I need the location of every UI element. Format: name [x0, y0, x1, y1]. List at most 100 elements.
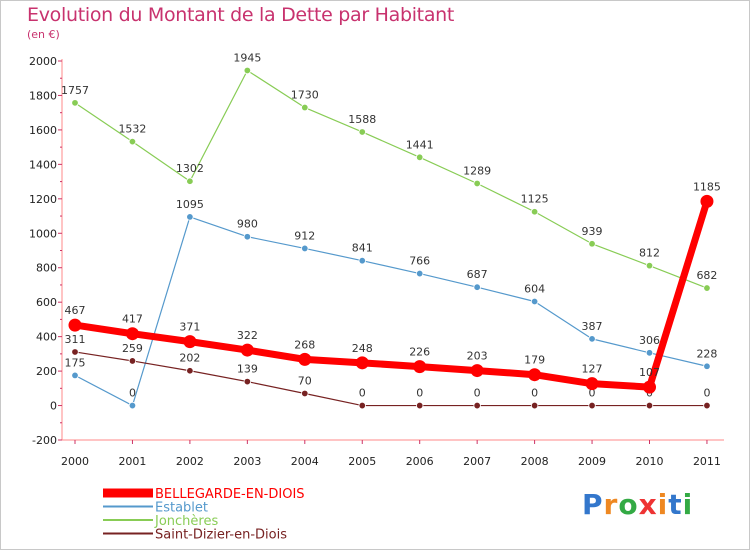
- logo-letter: t: [668, 488, 683, 521]
- data-label: 311: [65, 333, 86, 346]
- x-tick-label: 2005: [348, 455, 376, 468]
- data-label: 682: [696, 269, 717, 282]
- data-label: 766: [409, 255, 430, 268]
- series-point: [68, 318, 82, 332]
- data-label: 1302: [176, 162, 204, 175]
- data-label: 0: [474, 387, 481, 400]
- y-tick-label: 600: [36, 296, 57, 309]
- series-point: [186, 213, 194, 221]
- series-point: [643, 380, 656, 394]
- x-tick-label: 2001: [118, 455, 146, 468]
- y-tick-label: 1800: [29, 89, 57, 102]
- data-label: 175: [65, 356, 86, 369]
- legend-label: Jonchères: [154, 514, 218, 529]
- series-point: [358, 256, 366, 265]
- data-label: 202: [179, 352, 200, 365]
- y-tick-label: -200: [32, 434, 57, 447]
- series-point: [240, 343, 254, 357]
- proxiti-logo: Proxiti: [582, 488, 693, 521]
- legend-label: Establet: [155, 501, 208, 516]
- series-point: [530, 297, 539, 306]
- data-label: 306: [639, 334, 660, 347]
- series-point: [128, 357, 137, 365]
- data-label: 1125: [521, 193, 549, 206]
- legend-label: Saint-Dizier-en-Diois: [155, 528, 287, 543]
- series-point: [528, 368, 542, 382]
- series-point: [588, 401, 596, 410]
- series-line: [74, 69, 708, 289]
- series-point: [470, 364, 484, 378]
- series-point: [183, 335, 197, 349]
- data-label: 1532: [118, 123, 146, 136]
- series-point: [645, 349, 654, 357]
- data-label: 248: [352, 342, 373, 355]
- data-label: 939: [582, 225, 603, 238]
- data-label: 259: [122, 342, 143, 355]
- series-point: [703, 284, 711, 292]
- series-line: [74, 351, 708, 407]
- logo-letter: o: [618, 488, 639, 521]
- y-tick-label: 2000: [29, 55, 57, 68]
- series-point: [128, 401, 137, 410]
- data-label: 1757: [61, 84, 89, 97]
- x-tick-label: 2000: [61, 455, 89, 468]
- x-tick-label: 2007: [463, 455, 491, 468]
- data-label: 1289: [463, 164, 491, 177]
- series-point: [588, 335, 596, 343]
- logo-letter: x: [638, 488, 658, 521]
- data-label: 687: [467, 268, 488, 281]
- data-label: 1588: [348, 113, 376, 126]
- data-label: 0: [359, 387, 366, 400]
- data-label: 387: [582, 320, 603, 333]
- logo-letter: r: [603, 488, 619, 521]
- chart-subtitle: (en €): [27, 28, 60, 41]
- data-label: 107: [639, 366, 660, 379]
- data-label: 1945: [233, 51, 261, 64]
- series-point: [473, 283, 481, 291]
- x-tick-label: 2004: [291, 455, 319, 468]
- data-label: 1095: [176, 198, 204, 211]
- y-tick-label: 0: [50, 400, 57, 413]
- chart-title: Evolution du Montant de la Dette par Hab…: [27, 4, 455, 26]
- data-label: 228: [696, 347, 717, 360]
- series-point: [645, 401, 654, 410]
- data-label: 417: [122, 313, 143, 326]
- x-tick-label: 2011: [693, 455, 721, 468]
- series-point: [301, 389, 309, 398]
- data-label: 226: [409, 346, 430, 359]
- data-label: 467: [65, 304, 86, 317]
- series-point: [530, 401, 539, 410]
- data-label: 0: [129, 387, 136, 400]
- data-label: 604: [524, 282, 545, 295]
- series-point: [71, 99, 79, 107]
- x-tick-label: 2010: [636, 455, 664, 468]
- data-label: 322: [237, 329, 258, 342]
- logo-letter: i: [682, 488, 694, 521]
- series-point: [530, 208, 539, 216]
- series-point: [473, 179, 481, 188]
- series-point: [71, 371, 79, 380]
- series-point: [585, 377, 599, 391]
- data-label: 139: [237, 363, 258, 376]
- series-point: [413, 360, 427, 374]
- data-label: 0: [589, 387, 596, 400]
- data-label: 203: [467, 350, 488, 363]
- legend-label: BELLEGARDE-EN-DIOIS: [155, 487, 305, 502]
- series-line: [71, 197, 711, 391]
- y-tick-label: 400: [36, 331, 57, 344]
- series-point: [700, 194, 714, 208]
- y-tick-label: 1000: [29, 227, 57, 240]
- y-tick-label: 200: [36, 365, 57, 378]
- series-point: [645, 261, 654, 270]
- data-label: 912: [294, 229, 315, 242]
- series-point: [301, 103, 309, 112]
- series-point: [703, 362, 711, 370]
- data-label: 841: [352, 242, 373, 255]
- data-label: 980: [237, 218, 258, 231]
- series-point: [243, 233, 252, 241]
- y-tick-label: 1200: [29, 193, 57, 206]
- series-point: [355, 356, 369, 370]
- y-tick-label: 1600: [29, 124, 57, 137]
- series-line: [74, 216, 708, 407]
